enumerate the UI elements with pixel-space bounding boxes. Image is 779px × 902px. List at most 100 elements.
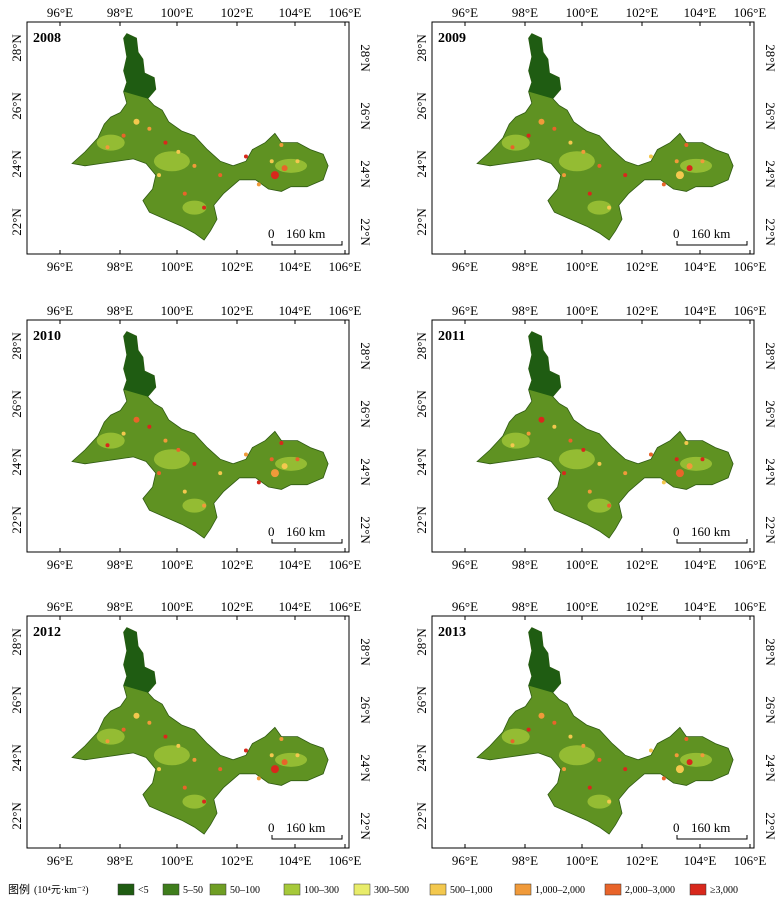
density-hotspot <box>648 452 653 457</box>
density-hotspot <box>218 173 223 178</box>
latitude-tick-label-left: 24°N <box>9 448 24 476</box>
longitude-tick-label-top: 96°E <box>452 599 478 614</box>
longitude-tick-label-top: 96°E <box>452 5 478 20</box>
latitude-tick-label-right: 24°N <box>763 754 778 782</box>
density-hotspot <box>581 743 586 748</box>
density-hotspot <box>279 440 284 445</box>
latitude-tick-label-right: 26°N <box>358 400 373 428</box>
longitude-tick-label-bottom: 106°E <box>329 259 362 274</box>
density-hotspot <box>686 165 693 172</box>
density-hotspot <box>587 191 592 196</box>
latitude-tick-label-right: 24°N <box>358 458 373 486</box>
longitude-tick-label-top: 104°E <box>279 599 312 614</box>
year-label: 2008 <box>33 31 61 46</box>
year-label: 2010 <box>33 329 61 344</box>
longitude-tick-label-bottom: 106°E <box>734 853 767 868</box>
longitude-tick-label-top: 100°E <box>161 599 194 614</box>
scale-bar <box>676 241 748 246</box>
longitude-tick-label-top: 106°E <box>734 303 767 318</box>
density-hotspot <box>684 142 689 147</box>
density-hotspot <box>270 469 279 478</box>
density-hotspot <box>269 159 274 164</box>
scale-bar-distance: 160 km <box>286 820 325 835</box>
longitude-tick-label-top: 98°E <box>107 5 133 20</box>
density-hotspot <box>510 145 515 150</box>
density-hotspot <box>243 748 248 753</box>
latitude-tick-label-left: 22°N <box>414 802 429 830</box>
latitude-tick-label-left: 24°N <box>9 150 24 178</box>
density-hotspot <box>121 431 126 436</box>
density-hotspot <box>218 767 223 772</box>
density-hotspot <box>538 118 545 125</box>
density-hotspot <box>157 767 162 772</box>
longitude-tick-label-top: 96°E <box>47 599 73 614</box>
region-medium-density-zone <box>275 158 308 173</box>
region-medium-density-zone <box>96 728 125 745</box>
scale-bar <box>271 835 343 840</box>
density-hotspot <box>552 424 557 429</box>
longitude-tick-label-top: 102°E <box>221 5 254 20</box>
longitude-tick-label-top: 100°E <box>566 599 599 614</box>
density-hotspot <box>587 785 592 790</box>
density-hotspot <box>597 461 602 466</box>
region-medium-density-zone <box>680 752 713 767</box>
longitude-tick-label-top: 102°E <box>626 303 659 318</box>
density-hotspot <box>256 776 261 781</box>
longitude-tick-label-bottom: 98°E <box>107 259 133 274</box>
density-hotspot <box>121 133 126 138</box>
density-hotspot <box>202 799 207 804</box>
legend-swatch <box>514 883 532 896</box>
region-medium-density-zone <box>587 498 612 513</box>
year-label: 2009 <box>438 31 466 46</box>
density-hotspot <box>568 438 573 443</box>
density-hotspot <box>552 720 557 725</box>
year-label: 2011 <box>438 329 465 344</box>
density-hotspot <box>270 765 279 774</box>
region-medium-density-zone <box>587 200 612 215</box>
density-hotspot <box>510 443 515 448</box>
density-hotspot <box>295 457 300 462</box>
region-medium-density-zone <box>275 456 308 471</box>
latitude-tick-label-right: 22°N <box>763 812 778 840</box>
longitude-tick-label-top: 98°E <box>512 599 538 614</box>
density-hotspot <box>623 173 628 178</box>
longitude-tick-label-bottom: 106°E <box>329 853 362 868</box>
longitude-tick-label-bottom: 100°E <box>161 853 194 868</box>
longitude-tick-label-bottom: 104°E <box>684 259 717 274</box>
legend-label: 500–1,000 <box>450 885 493 896</box>
map-panels: 96°E 96°E 98°E 98°E 100°E 100°E 102°E 102°E 104°… <box>9 5 778 868</box>
density-hotspot <box>700 753 705 758</box>
density-hotspot <box>163 140 168 145</box>
density-hotspot <box>538 416 545 423</box>
legend-swatch <box>162 883 180 896</box>
density-hotspot <box>526 431 531 436</box>
latitude-tick-label-left: 24°N <box>9 744 24 772</box>
latitude-tick-label-left: 28°N <box>414 628 429 656</box>
density-hotspot <box>147 424 152 429</box>
longitude-tick-label-bottom: 104°E <box>684 853 717 868</box>
density-hotspot <box>105 145 110 150</box>
density-hotspot <box>661 480 666 485</box>
density-hotspot <box>147 126 152 131</box>
scale-bar-zero: 0 <box>673 226 680 241</box>
longitude-tick-label-top: 106°E <box>329 303 362 318</box>
scale-bar-zero: 0 <box>673 820 680 835</box>
density-hotspot <box>163 438 168 443</box>
latitude-tick-label-right: 22°N <box>763 218 778 246</box>
density-hotspot <box>256 480 261 485</box>
density-hotspot <box>163 734 168 739</box>
region-medium-density-zone <box>558 745 595 766</box>
latitude-tick-label-right: 28°N <box>763 342 778 370</box>
region-low-density-zone <box>123 331 156 397</box>
latitude-tick-label-left: 28°N <box>414 332 429 360</box>
longitude-tick-label-top: 104°E <box>684 5 717 20</box>
legend-label: <5 <box>138 885 149 896</box>
latitude-tick-label-left: 24°N <box>414 744 429 772</box>
longitude-tick-label-bottom: 100°E <box>566 853 599 868</box>
longitude-tick-label-top: 102°E <box>221 303 254 318</box>
latitude-tick-label-left: 26°N <box>414 686 429 714</box>
region-medium-density-zone <box>182 200 207 215</box>
legend-swatch <box>353 883 371 896</box>
latitude-tick-label-left: 22°N <box>414 506 429 534</box>
longitude-tick-label-bottom: 102°E <box>221 259 254 274</box>
